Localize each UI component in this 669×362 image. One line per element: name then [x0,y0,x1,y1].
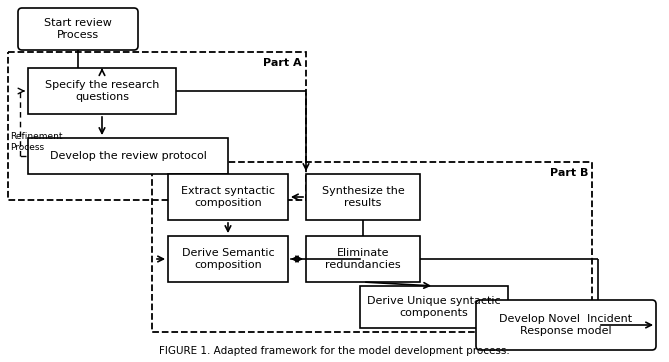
Bar [28,68,176,114]
Bar [168,236,288,282]
FancyBboxPatch shape [18,8,138,50]
Text: Synthesize the
results: Synthesize the results [322,186,404,208]
Bar [28,138,228,174]
Bar [152,162,592,332]
Text: FIGURE 1. Adapted framework for the model development process.: FIGURE 1. Adapted framework for the mode… [159,346,510,356]
Text: Derive Unique syntactic
components: Derive Unique syntactic components [367,296,501,318]
Bar [306,236,420,282]
Bar [8,52,306,200]
Bar [306,174,420,220]
Text: Develop Novel  Incident
Response model: Develop Novel Incident Response model [500,314,633,336]
Text: Part A: Part A [264,58,302,68]
Bar [360,286,508,328]
Text: Extract syntactic
composition: Extract syntactic composition [181,186,275,208]
Text: Eliminate
redundancies: Eliminate redundancies [325,248,401,270]
Text: Derive Semantic
composition: Derive Semantic composition [182,248,274,270]
Text: Develop the review protocol: Develop the review protocol [50,151,207,161]
Text: Specify the research
questions: Specify the research questions [45,80,159,102]
Text: Start review
Process: Start review Process [44,18,112,40]
Bar [168,174,288,220]
Text: Refinement
Process: Refinement Process [10,132,62,152]
FancyBboxPatch shape [476,300,656,350]
Text: Part B: Part B [550,168,588,178]
